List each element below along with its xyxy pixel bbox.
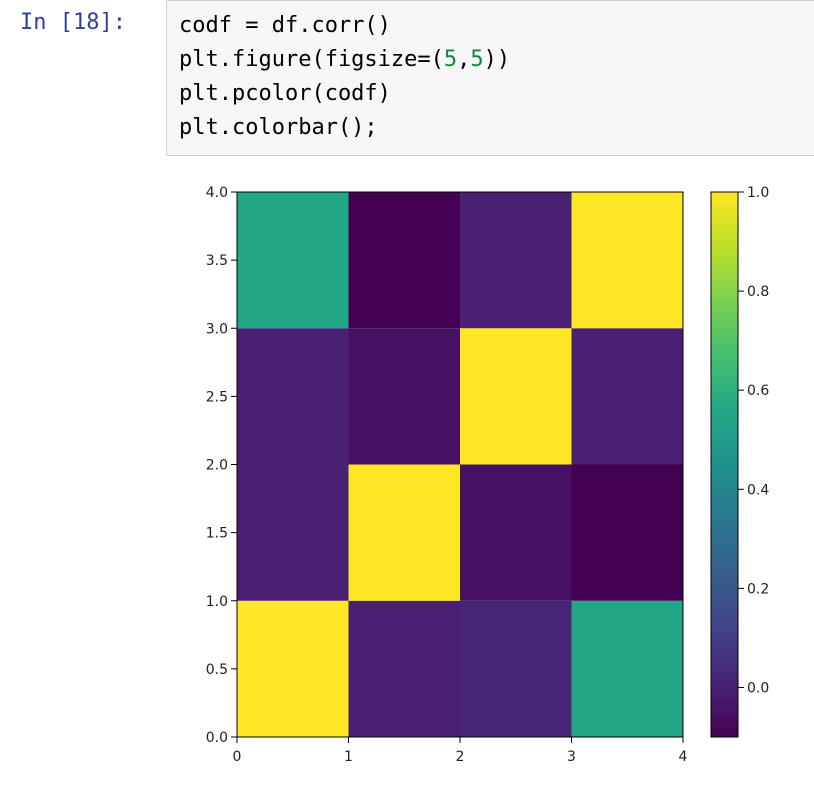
y-tick-label: 1.0 — [206, 594, 228, 610]
heatmap-cell — [460, 328, 572, 465]
y-tick-label: 0.0 — [206, 730, 228, 746]
heatmap-cell — [237, 328, 349, 465]
y-tick-label: 1.5 — [206, 526, 228, 542]
code-cell-input[interactable]: codf = df.corr() plt.figure(figsize=(5,5)… — [166, 0, 814, 156]
y-tick-label: 3.0 — [206, 321, 228, 337]
x-tick-label: 3 — [567, 749, 576, 765]
code-token: plt.pcolor(codf) — [179, 81, 391, 106]
y-tick-label: 4.0 — [206, 185, 228, 201]
y-tick-label: 2.5 — [206, 389, 228, 405]
code-line: plt.figure(figsize=(5,5)) — [179, 43, 510, 77]
x-tick-label: 4 — [679, 749, 688, 765]
heatmap-cell — [571, 192, 683, 329]
heatmap-cell — [348, 328, 460, 465]
heatmap-cells — [237, 192, 683, 737]
x-tick-label: 0 — [233, 749, 242, 765]
code-token: codf = df.corr() — [179, 13, 391, 38]
code-token: )) — [483, 47, 511, 72]
colorbar-tick-label: 0.8 — [747, 284, 769, 300]
y-tick-label: 3.5 — [206, 253, 228, 269]
code-line: plt.colorbar(); — [179, 111, 510, 145]
colorbar-tick-label: 1.0 — [747, 185, 769, 201]
heatmap-cell — [571, 600, 683, 737]
heatmap-cell — [460, 600, 572, 737]
heatmap-cell — [460, 464, 572, 601]
heatmap-cell — [571, 328, 683, 465]
heatmap-cell — [237, 192, 349, 329]
code-line: codf = df.corr() — [179, 9, 510, 43]
y-tick-label: 2.0 — [206, 458, 228, 474]
heatmap-cell — [237, 600, 349, 737]
heatmap-cell — [348, 600, 460, 737]
cell-prompt: In [18]: — [20, 10, 126, 35]
code-number-token: 5 — [470, 47, 484, 72]
x-tick-label: 1 — [344, 749, 353, 765]
x-tick-label: 2 — [456, 749, 465, 765]
code-editor[interactable]: codf = df.corr() plt.figure(figsize=(5,5)… — [179, 9, 510, 145]
heatmap-cell — [237, 464, 349, 601]
heatmap-cell — [460, 192, 572, 329]
code-token: plt.colorbar(); — [179, 115, 378, 140]
colorbar-tick-label: 0.4 — [747, 482, 769, 498]
y-axis: 0.0 0.5 1.0 1.5 2.0 2.5 3.0 3.5 4.0 — [206, 185, 237, 746]
code-token: , — [457, 47, 471, 72]
heatmap-cell — [571, 464, 683, 601]
x-axis: 0 1 2 3 4 — [233, 737, 688, 765]
code-line: plt.pcolor(codf) — [179, 77, 510, 111]
heatmap-cell — [348, 464, 460, 601]
code-token: plt.figure(figsize=( — [179, 47, 444, 72]
code-number-token: 5 — [443, 47, 458, 72]
colorbar-tick-label: 0.2 — [747, 581, 769, 597]
colorbar-tick-label: 0.6 — [747, 383, 769, 399]
y-tick-label: 0.5 — [206, 662, 228, 678]
colorbar-gradient — [710, 191, 739, 738]
colorbar: 0.0 0.2 0.4 0.6 0.8 1.0 — [710, 185, 769, 738]
colorbar-tick-label: 0.0 — [747, 680, 769, 696]
heatmap-cell — [348, 192, 460, 329]
